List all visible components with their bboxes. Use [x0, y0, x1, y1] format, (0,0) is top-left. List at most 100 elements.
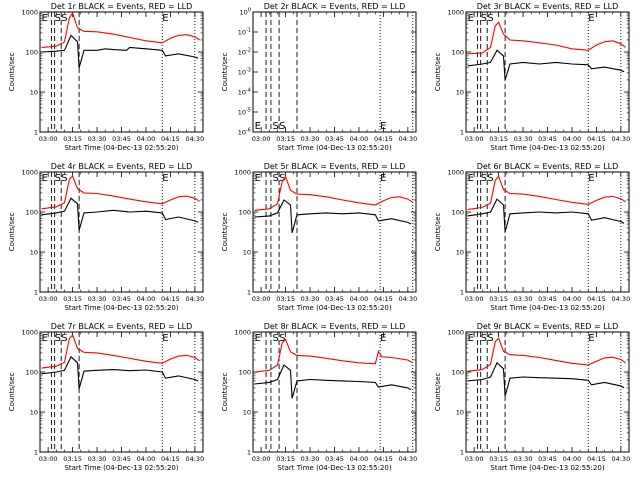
x-axis-label: Start Time (04-Dec-13 02:55:20)	[277, 304, 391, 312]
event-marker-label: S	[273, 173, 279, 184]
x-tick-label: 03:30	[88, 135, 107, 143]
event-marker-label: E	[588, 13, 594, 24]
count-rate-plot: Det 1r BLACK = Events, RED = LLD 1 10 100 10…	[8, 2, 204, 152]
x-axis-label: Start Time (04-Dec-13 02:55:20)	[64, 144, 178, 152]
x-tick-label: 04:30	[611, 455, 630, 463]
y-tick-label: 1	[34, 129, 38, 137]
y-tick-label: 10	[30, 249, 38, 257]
lld-series-line	[467, 175, 626, 211]
y-tick-label: 10	[30, 409, 38, 417]
x-tick-label: 04:00	[350, 295, 369, 303]
x-tick-label: 04:00	[563, 135, 582, 143]
event-marker-label: E	[380, 121, 386, 132]
x-tick-label: 04:00	[563, 295, 582, 303]
count-rate-plot: Det 4r BLACK = Events, RED = LLD 1 10 100 10…	[8, 162, 204, 312]
events-series-line	[41, 197, 199, 231]
plot-frame	[252, 171, 417, 293]
x-tick-label: 04:00	[137, 295, 156, 303]
plot-frame	[252, 11, 417, 133]
y-tick-label: 1	[460, 449, 464, 457]
lld-series-line	[467, 21, 627, 55]
x-axis-label: Start Time (04-Dec-13 02:55:20)	[277, 144, 391, 152]
x-tick-label: 04:15	[587, 455, 606, 463]
y-axis-label: Counts/sec	[221, 373, 229, 412]
x-tick-label: 03:30	[301, 295, 320, 303]
event-marker-label: E	[380, 173, 386, 184]
y-tick-label: 10-5	[238, 108, 251, 117]
event-marker-label: S	[55, 173, 61, 184]
x-tick-label: 03:00	[39, 295, 58, 303]
x-tick-label: 03:45	[538, 135, 557, 143]
event-marker-label: E	[468, 173, 474, 184]
x-axis-label: Start Time (04-Dec-13 02:55:20)	[277, 464, 391, 472]
x-tick-label: 03:15	[276, 295, 295, 303]
plot-title: Det 9r BLACK = Events, RED = LLD	[477, 322, 619, 331]
event-marker-label: S	[55, 13, 61, 24]
x-tick-label: 04:15	[161, 135, 180, 143]
y-tick-label: 10-4	[238, 88, 251, 97]
x-tick-label: 03:15	[63, 135, 82, 143]
y-tick-label: 10-3	[238, 68, 251, 77]
x-tick-label: 04:15	[374, 295, 393, 303]
y-tick-label: 1000	[447, 169, 464, 177]
events-series-line	[41, 34, 199, 69]
y-tick-label: 1000	[234, 329, 251, 337]
event-marker-label: S	[487, 333, 493, 344]
event-marker-label: E	[162, 13, 168, 24]
y-axis-label: Counts/sec	[8, 373, 16, 412]
x-tick-label: 03:45	[112, 295, 131, 303]
events-series-line	[254, 199, 412, 234]
x-tick-label: 03:15	[63, 455, 82, 463]
events-series-line	[467, 49, 625, 81]
x-tick-label: 03:45	[112, 135, 131, 143]
plot-frame	[465, 171, 630, 293]
y-tick-label: 10-2	[238, 48, 251, 57]
detector-panel-6: Det 6r BLACK = Events, RED = LLD 1 10 100 10…	[426, 160, 639, 320]
x-tick-label: 04:15	[161, 455, 180, 463]
plot-frame	[465, 11, 630, 133]
y-tick-label: 100	[239, 369, 251, 377]
plot-frame	[39, 11, 204, 133]
y-tick-label: 1000	[447, 329, 464, 337]
plot-title: Det 4r BLACK = Events, RED = LLD	[51, 162, 193, 171]
x-tick-label: 04:00	[350, 455, 369, 463]
events-series-line	[41, 355, 199, 389]
x-tick-label: 03:30	[301, 455, 320, 463]
x-axis-label: Start Time (04-Dec-13 02:55:20)	[490, 144, 604, 152]
event-marker-label: S	[487, 173, 493, 184]
y-axis-label: Counts/sec	[434, 213, 442, 252]
y-tick-label: 1000	[447, 9, 464, 17]
x-tick-label: 04:15	[587, 295, 606, 303]
y-tick-label: 1	[460, 129, 464, 137]
x-tick-label: 04:30	[398, 295, 417, 303]
event-marker-label: S	[273, 333, 279, 344]
plot-title: Det 1r BLACK = Events, RED = LLD	[51, 2, 193, 11]
x-tick-label: 03:45	[112, 455, 131, 463]
x-axis-label: Start Time (04-Dec-13 02:55:20)	[490, 464, 604, 472]
count-rate-plot: Det 2r BLACK = Events, RED = LLD 100 10-1 1…	[221, 2, 417, 152]
x-tick-label: 03:15	[489, 455, 508, 463]
event-marker-label: E	[255, 121, 261, 132]
event-marker-label: S	[279, 333, 285, 344]
plot-frame	[252, 331, 417, 453]
y-tick-label: 1	[460, 289, 464, 297]
event-marker-label: S	[273, 121, 279, 132]
y-tick-label: 100	[240, 8, 251, 17]
x-tick-label: 04:30	[611, 135, 630, 143]
y-tick-label: 100	[239, 209, 251, 217]
y-axis-label: Counts/sec	[434, 53, 442, 92]
plot-title: Det 3r BLACK = Events, RED = LLD	[477, 2, 619, 11]
lld-series-line	[41, 333, 201, 369]
x-tick-label: 04:00	[350, 135, 369, 143]
event-marker-label: S	[279, 173, 285, 184]
x-tick-label: 03:00	[465, 455, 484, 463]
y-tick-label: 1000	[21, 169, 38, 177]
y-tick-label: 100	[452, 369, 464, 377]
plot-title: Det 2r BLACK = Events, RED = LLD	[264, 2, 406, 11]
detector-panel-9: Det 9r BLACK = Events, RED = LLD 1 10 100 10…	[426, 320, 639, 480]
x-tick-label: 03:45	[325, 455, 344, 463]
y-tick-label: 1000	[234, 169, 251, 177]
x-tick-label: 03:15	[276, 455, 295, 463]
y-axis-label: Counts/sec	[221, 213, 229, 252]
event-marker-label: E	[588, 173, 594, 184]
